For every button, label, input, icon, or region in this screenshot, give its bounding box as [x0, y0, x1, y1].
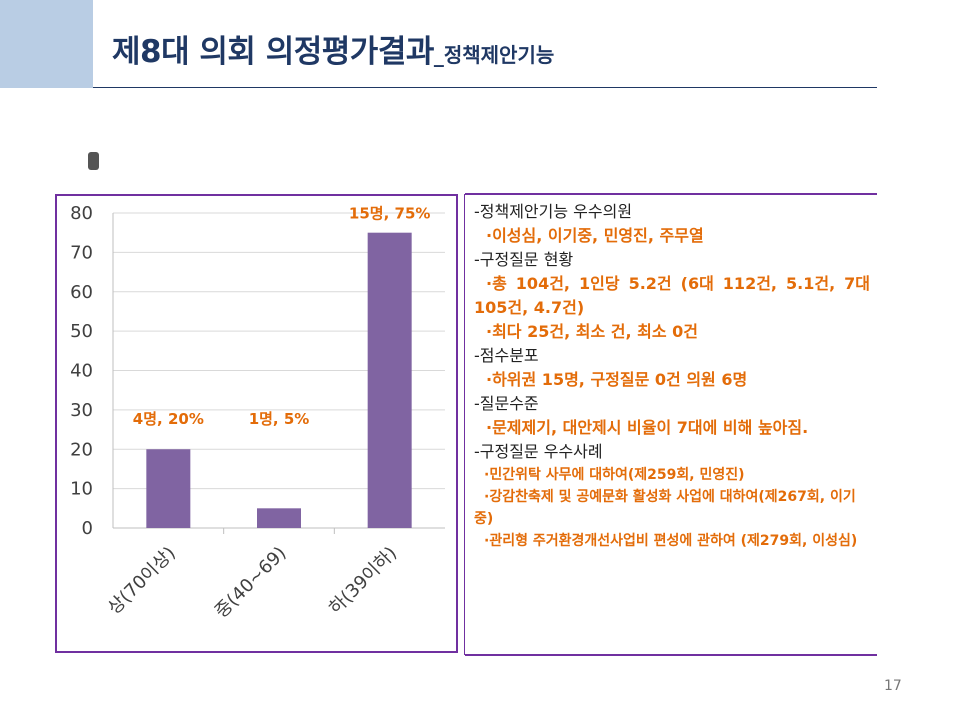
bar [367, 232, 412, 528]
notes-panel: -정책제안기능 우수의원 ·이성심, 이기중, 민영진, 주무열 -구정질문 현… [474, 200, 870, 552]
notes-item-best-case-2: ·강감찬축제 및 공예문화 활성화 사업에 대하여(제267회, 이기중) [474, 489, 856, 527]
notes-item-score-distribution: ·하위권 15명, 구정질문 0건 의원 6명 [486, 370, 748, 389]
slide-title: 제8대 의회 의정평가결과_정책제안기능 [112, 26, 554, 71]
data-label: 4명, 20% [133, 410, 204, 428]
chart-frame [55, 194, 458, 653]
bar [146, 449, 191, 528]
y-tick-label: 70 [70, 242, 93, 263]
x-category-label: 중(40~69) [211, 543, 291, 623]
y-tick-label: 30 [70, 400, 93, 421]
y-tick-label: 80 [70, 203, 93, 224]
notes-item-question-totals: ·총 104건, 1인당 5.2건 (6대 112건, 5.1건, 7대 105… [474, 274, 870, 317]
y-tick-label: 0 [82, 518, 93, 539]
notes-item-question-level: ·문제제기, 대안제시 비율이 7대에 비해 높아짐. [486, 418, 809, 437]
notes-heading-question-level: -질문수준 [474, 394, 539, 413]
notes-item-question-max-min: ·최다 25건, 최소 건, 최소 0건 [486, 322, 698, 341]
notes-heading-best-cases: -구정질문 우수사례 [474, 442, 603, 461]
x-category-label: 상(70이상) [104, 543, 180, 619]
notes-item-best-case-3: ·관리형 주거환경개선사업비 편성에 관하여 (제279회, 이성심) [484, 533, 858, 549]
title-underline [93, 87, 877, 88]
notes-heading-question-status: -구정질문 현황 [474, 250, 574, 269]
notes-top-border [465, 193, 877, 195]
data-label: 15명, 75% [349, 205, 431, 223]
bar-chart: 0 10 20 30 40 50 60 70 80 4명, 20% 상(70이상) 1명, 5% 중(4… [70, 203, 445, 623]
data-label: 1명, 5% [249, 410, 310, 428]
y-tick-label: 60 [70, 282, 93, 303]
y-tick-label: 10 [70, 479, 93, 500]
y-tick-label: 50 [70, 321, 93, 342]
slide-title-sub: _정책제안기능 [433, 43, 555, 67]
notes-heading-score-distribution: -점수분포 [474, 346, 539, 365]
slide-title-main: 제8대 의회 의정평가결과 [112, 34, 434, 70]
notes-heading-excellent-members: -정책제안기능 우수의원 [474, 202, 633, 221]
notes-bottom-border [465, 654, 877, 656]
y-tick-label: 20 [70, 439, 93, 460]
notes-item-excellent-members: ·이성심, 이기중, 민영진, 주무열 [486, 226, 704, 245]
corner-accent-block [0, 0, 93, 88]
bullet-marker [88, 152, 99, 170]
page-number: 17 [884, 678, 902, 694]
bar [257, 508, 301, 528]
notes-item-best-case-1: ·민간위탁 사무에 대하여(제259회, 민영진) [484, 467, 745, 483]
notes-left-border [464, 194, 465, 655]
y-tick-label: 40 [70, 361, 93, 382]
x-category-label: 하(39이하) [325, 543, 401, 619]
